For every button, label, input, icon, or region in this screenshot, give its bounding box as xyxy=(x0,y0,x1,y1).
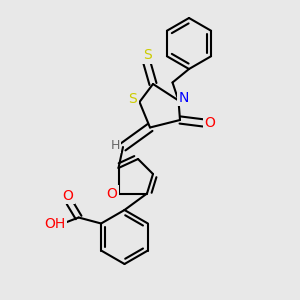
Text: O: O xyxy=(63,189,74,203)
Text: O: O xyxy=(204,116,215,130)
Text: O: O xyxy=(204,116,215,130)
Text: OH: OH xyxy=(44,217,65,230)
Text: H: H xyxy=(111,139,120,152)
Text: O: O xyxy=(63,189,74,203)
Text: H: H xyxy=(111,139,120,152)
Text: O: O xyxy=(106,187,117,200)
Text: S: S xyxy=(128,92,137,106)
Text: S: S xyxy=(142,49,152,62)
Text: S: S xyxy=(142,49,152,62)
Text: OH: OH xyxy=(44,217,65,230)
Text: S: S xyxy=(128,92,137,106)
Text: O: O xyxy=(106,187,117,200)
Text: N: N xyxy=(179,91,189,104)
Text: N: N xyxy=(179,91,189,104)
